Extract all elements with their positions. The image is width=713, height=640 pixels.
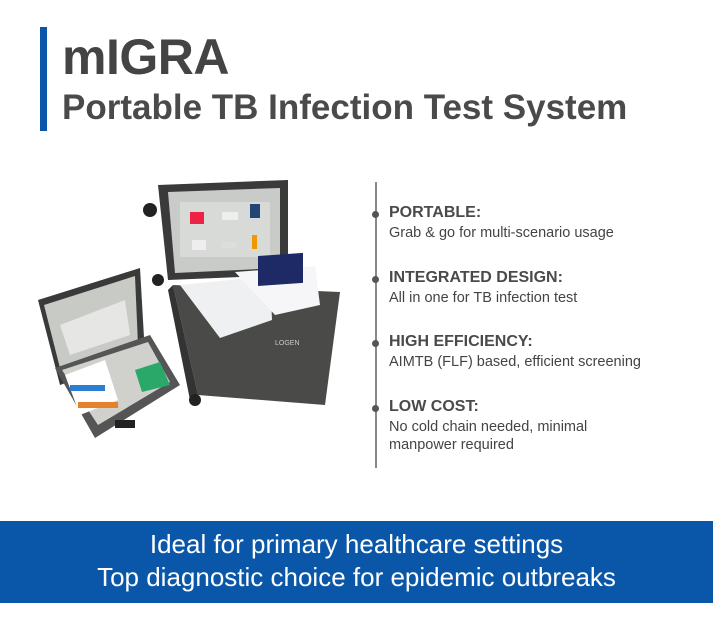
bullet-dot-icon	[372, 276, 379, 283]
feature-title: PORTABLE:	[389, 204, 482, 221]
bullet-dot-icon	[372, 405, 379, 412]
bullet-dot-icon	[372, 340, 379, 347]
feature-low-cost: LOW COST: No cold chain needed, minimal …	[372, 398, 632, 454]
feature-description: AIMTB (FLF) based, efficient screening	[389, 354, 641, 370]
title-accent-bar	[40, 27, 47, 131]
feature-description: Grab & go for multi-scenario usage	[389, 225, 614, 241]
feature-integrated-design: INTEGRATED DESIGN: All in one for TB inf…	[372, 269, 577, 307]
feature-portable: PORTABLE: Grab & go for multi-scenario u…	[372, 204, 614, 242]
feature-high-efficiency: HIGH EFFICIENCY: AIMTB (FLF) based, effi…	[372, 333, 641, 371]
product-image: LOGEN	[38, 180, 340, 438]
banner-line-2: Top diagnostic choice for epidemic outbr…	[97, 562, 616, 592]
feature-title: INTEGRATED DESIGN:	[389, 269, 563, 286]
feature-title: HIGH EFFICIENCY:	[389, 333, 533, 350]
product-brand-label: LOGEN	[275, 340, 300, 347]
page-subtitle: Portable TB Infection Test System	[62, 88, 628, 127]
bottom-banner: Ideal for primary healthcare settings To…	[0, 521, 713, 603]
feature-description: No cold chain needed, minimal manpower r…	[389, 419, 588, 453]
feature-title: LOW COST:	[389, 398, 479, 415]
banner-line-1: Ideal for primary healthcare settings	[149, 529, 564, 559]
bullet-dot-icon	[372, 211, 379, 218]
feature-timeline	[375, 182, 377, 468]
page-title: mIGRA	[62, 29, 229, 85]
feature-description: All in one for TB infection test	[389, 290, 578, 306]
